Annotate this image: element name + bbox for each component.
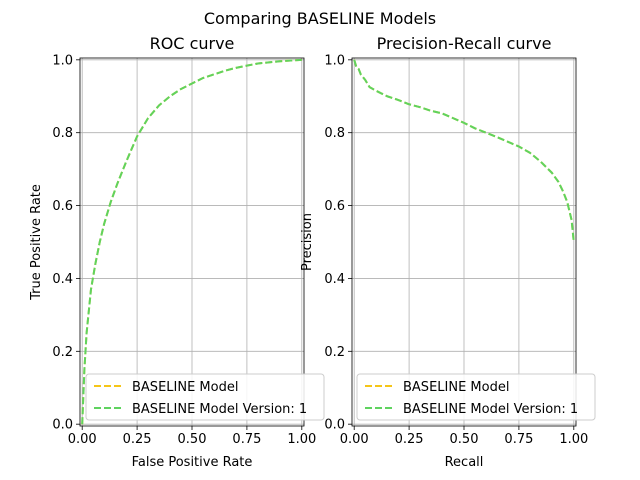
pr-ytick-label: 0.8	[324, 126, 345, 141]
figure-suptitle: Comparing BASELINE Models	[204, 9, 436, 28]
pr-ytick-label: 1.0	[324, 53, 345, 68]
roc-legend-label-2: BASELINE Model Version: 1	[132, 402, 307, 417]
pr-legend-label-1: BASELINE Model	[403, 380, 509, 395]
roc-xtick-label: 0.00	[68, 432, 97, 447]
pr-legend-box	[356, 373, 596, 421]
pr-series-line-2	[353, 59, 575, 243]
pr-xtick-label: 1.00	[559, 432, 588, 447]
pr-panel: 0.00 0.25 0.50 0.75 1.00 0.0 0.2 0.4 0.6 0.8 1.0 Pr…	[300, 34, 596, 470]
pr-xtick-label: 0.00	[340, 432, 369, 447]
roc-xtick-label: 0.75	[232, 432, 261, 447]
pr-xlabel: Recall	[445, 455, 484, 470]
roc-series-line-2	[81, 58, 302, 425]
roc-ytick-label: 0.0	[52, 418, 73, 433]
roc-ylabel: True Positive Rate	[29, 184, 44, 301]
roc-ytick-label: 0.6	[52, 199, 73, 214]
roc-legend-box	[85, 373, 325, 421]
pr-xtick-label: 0.75	[504, 432, 533, 447]
pr-ytick-label: 0.4	[324, 272, 345, 287]
pr-ytick-label: 0.0	[324, 418, 345, 433]
roc-title: ROC curve	[150, 34, 235, 53]
pr-xtick-label: 0.50	[450, 432, 479, 447]
roc-xtick-label: 1.00	[287, 432, 316, 447]
roc-ytick-label: 0.4	[52, 272, 73, 287]
roc-panel: 0.00 0.25 0.50 0.75 1.00 0.0 0.2 0.4 0.6 0.8 1.0 RO…	[29, 34, 325, 470]
pr-ytick-label: 0.6	[324, 199, 345, 214]
pr-ylabel: Precision	[300, 213, 315, 271]
pr-xtick-label: 0.25	[395, 432, 424, 447]
roc-ytick-label: 0.8	[52, 126, 73, 141]
roc-xlabel: False Positive Rate	[132, 455, 253, 470]
pr-ytick-label: 0.2	[324, 345, 345, 360]
pr-title: Precision-Recall curve	[377, 34, 552, 53]
roc-xtick-label: 0.50	[178, 432, 207, 447]
roc-legend-label-1: BASELINE Model	[132, 380, 238, 395]
roc-ytick-label: 0.2	[52, 345, 73, 360]
roc-ytick-label: 1.0	[52, 53, 73, 68]
pr-legend-label-2: BASELINE Model Version: 1	[403, 402, 578, 417]
roc-xtick-label: 0.25	[123, 432, 152, 447]
